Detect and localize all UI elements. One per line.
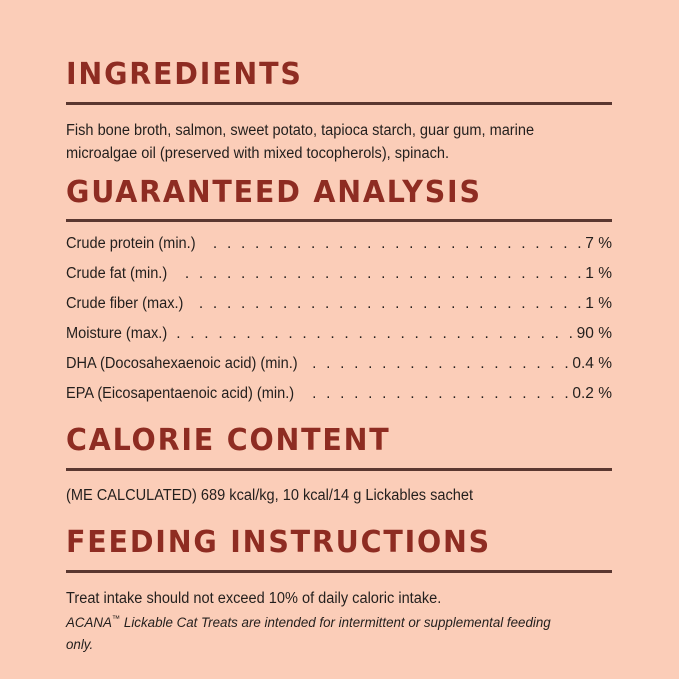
section-ingredients: INGREDIENTS Fish bone broth, salmon, swe… (66, 60, 612, 165)
dot-leader: . . . . . . . . . . . . . . . . . . . . … (313, 355, 572, 372)
trademark-symbol: ™ (111, 613, 121, 624)
analysis-row: Crude protein (min.) . . . . . . . . . .… (66, 235, 612, 265)
guaranteed-analysis-heading: GUARANTEED ANALYSIS (66, 175, 482, 210)
nutrient-label: DHA (Docosahexaenoic acid) (min.) (66, 355, 298, 372)
nutrient-value: 0.4 % (572, 355, 612, 372)
section-calorie-content: CALORIE CONTENT (ME CALCULATED) 689 kcal… (66, 426, 612, 507)
nutrient-value: 7 % (585, 235, 612, 252)
calorie-content-text: (ME CALCULATED) 689 kcal/kg, 10 kcal/14 … (66, 487, 474, 504)
nutrient-label: Crude fiber (max.) (66, 295, 184, 312)
note-remainder: Lickable Cat Treats are intended for int… (66, 615, 551, 653)
ingredients-text: Fish bone broth, salmon, sweet potato, t… (66, 122, 535, 162)
feeding-instructions-divider (66, 570, 612, 573)
brand-name: ACANA (66, 615, 112, 631)
analysis-row: EPA (Eicosapentaenoic acid) (min.) . . .… (66, 385, 612, 415)
calorie-content-divider (66, 468, 612, 471)
dot-leader: . . . . . . . . . . . . . . . . . . . . … (310, 385, 572, 402)
feeding-instructions-text: Treat intake should not exceed 10% of da… (66, 590, 442, 607)
guaranteed-analysis-list: Crude protein (min.) . . . . . . . . . .… (66, 235, 612, 415)
analysis-row: Moisture (max.) . . . . . . . . . . . . … (66, 325, 612, 355)
dot-leader: . . . . . . . . . . . . . . . . . . . . … (175, 325, 576, 342)
feeding-instructions-heading: FEEDING INSTRUCTIONS (66, 525, 492, 560)
analysis-row: Crude fat (min.) . . . . . . . . . . . .… (66, 265, 612, 295)
nutrient-label: Crude protein (min.) (66, 235, 196, 252)
nutrient-value: 0.2 % (572, 385, 612, 402)
ingredients-heading: INGREDIENTS (66, 57, 303, 92)
nutrient-label: Crude fat (min.) (66, 265, 168, 282)
nutrient-value: 1 % (585, 295, 612, 312)
nutrient-label: EPA (Eicosapentaenoic acid) (min.) (66, 385, 295, 402)
calorie-content-heading: CALORIE CONTENT (66, 423, 391, 458)
analysis-row: DHA (Docosahexaenoic acid) (min.) . . . … (66, 355, 612, 385)
dot-leader: . . . . . . . . . . . . . . . . . . . . … (175, 265, 585, 282)
nutrient-value: 90 % (576, 325, 612, 342)
section-feeding-instructions: FEEDING INSTRUCTIONS Treat intake should… (66, 528, 612, 670)
nutrient-label: Moisture (max.) (66, 325, 168, 342)
ingredients-divider (66, 102, 612, 105)
dot-leader: . . . . . . . . . . . . . . . . . . . . … (205, 235, 585, 252)
feeding-instructions-note: ACANA™ Lickable Cat Treats are intended … (66, 612, 579, 656)
guaranteed-analysis-divider (66, 219, 612, 222)
nutrient-value: 1 % (585, 265, 612, 282)
analysis-row: Crude fiber (max.) . . . . . . . . . . .… (66, 295, 612, 325)
dot-leader: . . . . . . . . . . . . . . . . . . . . … (192, 295, 585, 312)
section-guaranteed-analysis: GUARANTEED ANALYSIS Crude protein (min.)… (66, 178, 612, 415)
